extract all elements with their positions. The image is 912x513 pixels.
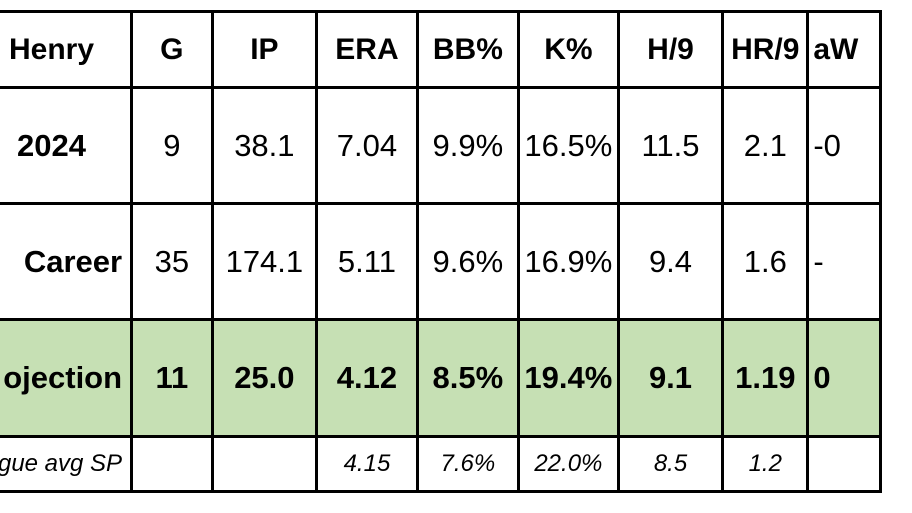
cell-h9: 9.1: [616, 318, 725, 438]
header-cell-era: ERA: [315, 10, 419, 89]
cell-g: 11: [130, 318, 214, 438]
header-cell-player: Henry: [0, 10, 134, 89]
cell-aw: [806, 435, 882, 493]
row-label: ojection: [0, 318, 134, 438]
cell-k-pct: 19.4%: [516, 318, 620, 438]
cell-bb-pct: 9.6%: [415, 202, 520, 321]
cell-aw: 0: [806, 318, 882, 438]
header-cell-k-pct: K%: [516, 10, 620, 89]
cell-h9: 9.4: [616, 202, 725, 321]
cell-g: 35: [130, 202, 214, 321]
header-cell-bb-pct: BB%: [415, 10, 520, 89]
cell-g: 9: [130, 86, 214, 205]
header-cell-h9: H/9: [616, 10, 725, 89]
header-cell-g: G: [130, 10, 214, 89]
cell-ip: 25.0: [210, 318, 319, 438]
cell-hr9: 1.19: [721, 318, 810, 438]
header-row: Henry G IP ERA BB% K% H/9 HR/9 aW: [0, 10, 882, 89]
cell-aw: -: [806, 202, 882, 321]
row-label: Career: [0, 202, 134, 321]
cell-ip: 174.1: [210, 202, 319, 321]
table-row-projection: ojection 11 25.0 4.12 8.5% 19.4% 9.1 1.1…: [0, 318, 882, 438]
cell-bb-pct: 7.6%: [415, 435, 520, 493]
cell-h9: 11.5: [616, 86, 725, 205]
row-label: 2024: [0, 86, 134, 205]
cell-k-pct: 22.0%: [516, 435, 620, 493]
cell-g: [130, 435, 214, 493]
cell-k-pct: 16.5%: [516, 86, 620, 205]
cell-h9: 8.5: [616, 435, 725, 493]
cell-ip: [210, 435, 319, 493]
header-cell-hr9: HR/9: [721, 10, 810, 89]
cell-bb-pct: 9.9%: [415, 86, 520, 205]
row-label: gue avg SP: [0, 435, 134, 493]
cell-era: 4.15: [315, 435, 419, 493]
cell-era: 4.12: [315, 318, 419, 438]
cell-era: 7.04: [315, 86, 419, 205]
cell-hr9: 1.2: [721, 435, 810, 493]
header-cell-aw: aW: [806, 10, 882, 89]
cell-aw: -0: [806, 86, 882, 205]
table-row-2024: 2024 9 38.1 7.04 9.9% 16.5% 11.5 2.1 -0: [0, 86, 882, 205]
cell-ip: 38.1: [210, 86, 319, 205]
header-cell-ip: IP: [210, 10, 319, 89]
table-row-league-avg: gue avg SP 4.15 7.6% 22.0% 8.5 1.2: [0, 435, 882, 493]
cell-k-pct: 16.9%: [516, 202, 620, 321]
pitcher-stats-table: Henry G IP ERA BB% K% H/9 HR/9 aW 2024 9…: [0, 10, 882, 493]
table-row-career: Career 35 174.1 5.11 9.6% 16.9% 9.4 1.6 …: [0, 202, 882, 321]
cell-hr9: 2.1: [721, 86, 810, 205]
cell-bb-pct: 8.5%: [415, 318, 520, 438]
cell-hr9: 1.6: [721, 202, 810, 321]
cell-era: 5.11: [315, 202, 419, 321]
